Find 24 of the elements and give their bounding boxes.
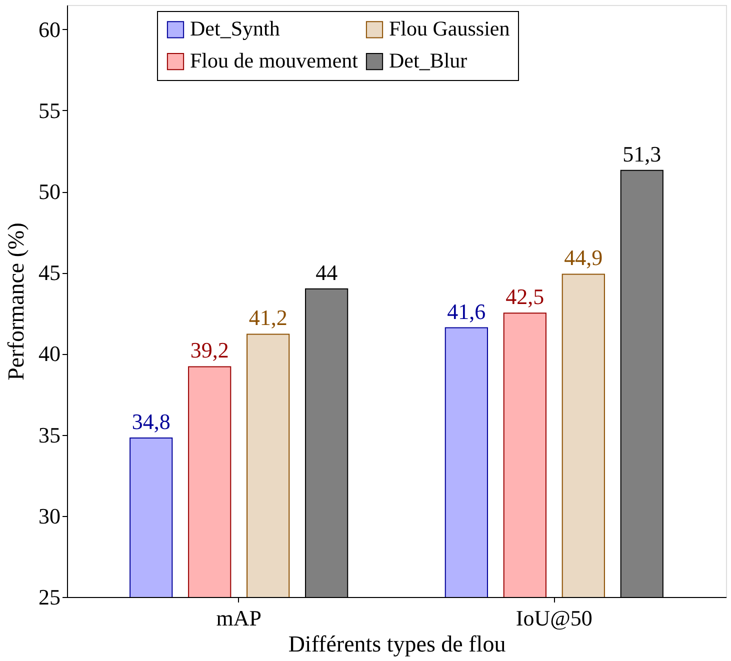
data-label: 51,3	[622, 141, 662, 166]
y-tick-label: 35	[38, 422, 60, 448]
x-tick-label: IoU@50	[516, 606, 592, 630]
legend-label: Det_Synth	[190, 16, 280, 41]
data-label: 39,2	[190, 338, 229, 363]
y-tick-label: 45	[38, 260, 60, 286]
data-label: 41,6	[447, 298, 486, 324]
data-label: 42,5	[506, 284, 544, 310]
y-tick-label: 25	[38, 584, 60, 610]
legend-label: Det_Blur	[389, 48, 468, 72]
y-axis-title: Performance (%)	[4, 222, 28, 380]
legend-label: Flou de mouvement	[190, 48, 358, 72]
data-label: 44	[316, 260, 338, 285]
y-tick-label: 60	[38, 16, 60, 42]
y-tick-label: 40	[38, 341, 60, 366]
data-label: 44,9	[564, 245, 603, 270]
y-tick-label: 50	[38, 179, 60, 204]
legend-label: Flou Gaussien	[389, 16, 510, 41]
y-tick-label: 55	[38, 98, 60, 123]
y-tick-label: 30	[38, 503, 60, 528]
data-label: 34,8	[132, 409, 170, 434]
x-tick-label: mAP	[216, 606, 262, 630]
data-label: 41,2	[248, 305, 288, 330]
x-axis-title: Différents types de flou	[288, 632, 506, 656]
